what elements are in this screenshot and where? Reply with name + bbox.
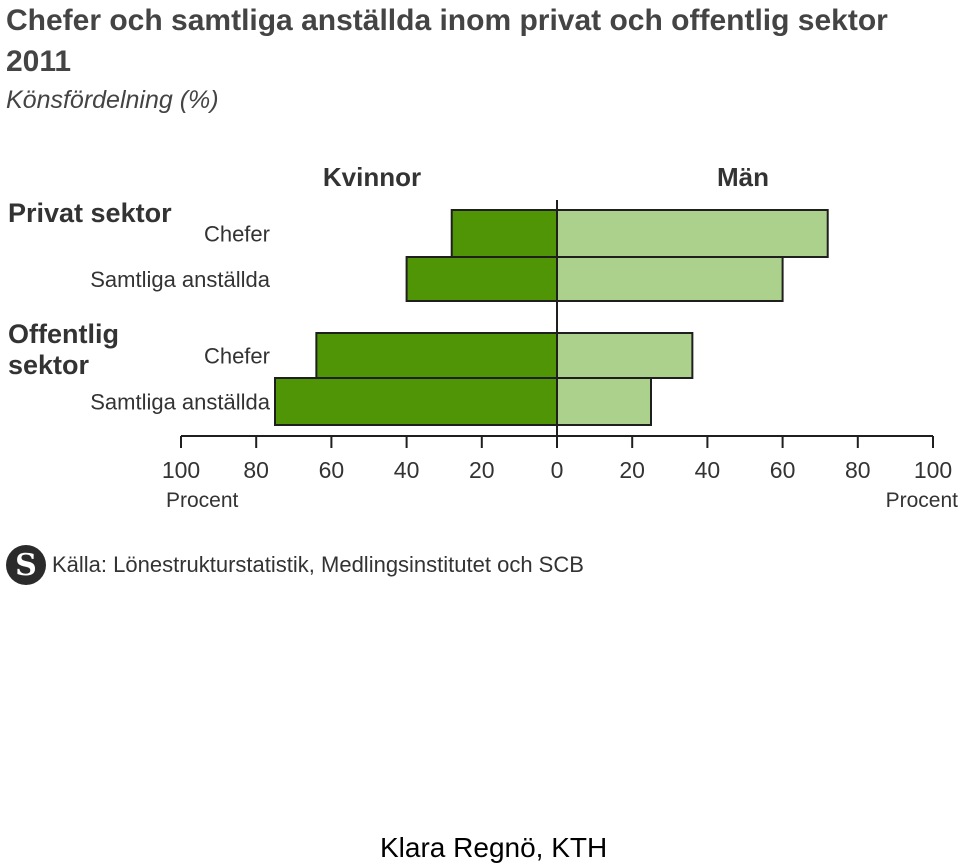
category-label-4: Samtliga anställda xyxy=(90,390,271,415)
category-label-2: Samtliga anställda xyxy=(90,267,271,292)
source-text: Källa: Lönestrukturstatistik, Medlingsin… xyxy=(52,552,584,577)
scb-logo-icon: S xyxy=(6,545,46,585)
tick-label-left-80: 80 xyxy=(243,457,269,483)
tick-label-right-80: 80 xyxy=(845,457,871,483)
bar-man-3 xyxy=(556,332,694,379)
tick-label-left-40: 40 xyxy=(394,457,420,483)
group-label-offentlig-line2: sektor xyxy=(8,350,90,380)
bar-kvinnor-2 xyxy=(405,256,558,302)
side-label-right: Män xyxy=(717,162,769,192)
tick-label-left-60: 60 xyxy=(319,457,345,483)
side-label-left: Kvinnor xyxy=(323,162,421,192)
tick-label-left-0: 0 xyxy=(551,457,564,483)
bar-man-4 xyxy=(556,377,652,426)
author-credit: Klara Regnö, KTH xyxy=(380,832,608,863)
bar-kvinnor-3 xyxy=(315,332,558,379)
bar-kvinnor-4 xyxy=(274,377,558,426)
bar-man-1 xyxy=(556,209,829,258)
group-label-offentlig-line1: Offentlig xyxy=(8,319,119,349)
tick-label-right-60: 60 xyxy=(770,457,796,483)
bar-man-2 xyxy=(556,256,784,302)
bar-kvinnor-1 xyxy=(450,209,558,258)
category-label-3: Chefer xyxy=(204,344,270,369)
group-label-privat: Privat sektor xyxy=(8,198,172,228)
axis-label-left: Procent xyxy=(166,489,239,512)
source-note: S Källa: Lönestrukturstatistik, Medlings… xyxy=(6,544,584,586)
tick-label-right-100: 100 xyxy=(914,457,952,483)
tick-label-right-20: 20 xyxy=(619,457,645,483)
chart-subtitle: Könsfördelning (%) xyxy=(6,86,219,114)
chart-title: Chefer och samtliga anställda inom priva… xyxy=(6,4,888,78)
axis-label-right: Procent xyxy=(886,489,959,512)
tick-label-left-20: 20 xyxy=(469,457,495,483)
tick-label-right-40: 40 xyxy=(695,457,721,483)
tick-label-left-100: 100 xyxy=(162,457,200,483)
category-label-1: Chefer xyxy=(204,222,270,247)
